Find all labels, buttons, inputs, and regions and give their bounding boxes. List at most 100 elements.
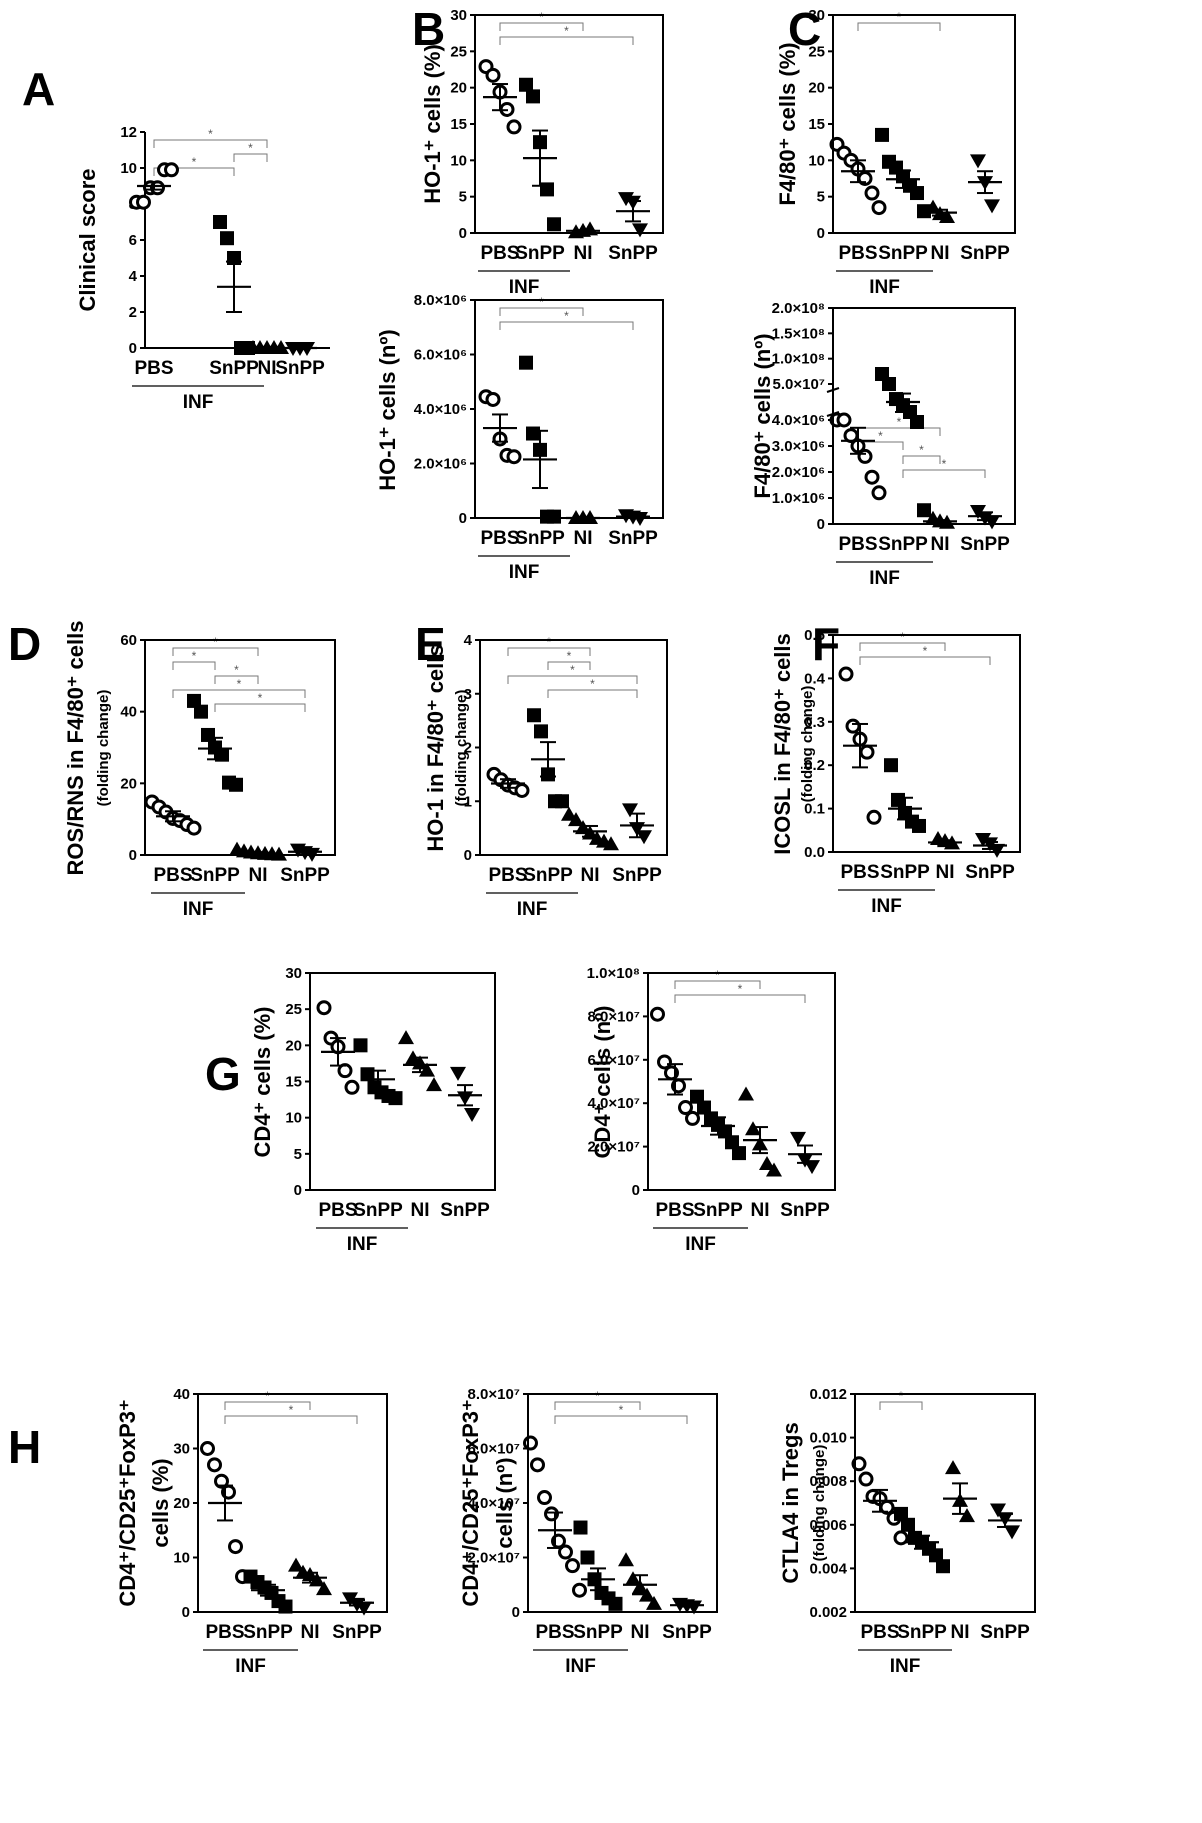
data-point bbox=[534, 724, 548, 739]
data-point bbox=[871, 200, 887, 216]
significance-bracket bbox=[547, 689, 638, 698]
y-tick-label: 2 bbox=[129, 304, 137, 321]
inf-group-label: INF bbox=[509, 277, 540, 298]
data-point bbox=[738, 1086, 754, 1101]
y-tick-label: 3 bbox=[464, 686, 472, 703]
significance-bracket bbox=[859, 642, 946, 651]
data-point bbox=[894, 1506, 908, 1521]
y-tick-label: 1.5×10⁸ bbox=[772, 325, 825, 342]
y-tick-label: 0 bbox=[464, 847, 472, 864]
x-category-label: PBS bbox=[655, 1200, 694, 1221]
x-category-label: SnPP bbox=[965, 862, 1015, 883]
significance-bracket bbox=[507, 647, 591, 656]
data-point bbox=[745, 1121, 761, 1136]
significance-star: * bbox=[564, 24, 569, 38]
x-category-label: SnPP bbox=[693, 1200, 743, 1221]
data-point bbox=[187, 693, 201, 708]
x-category-label: SnPP bbox=[608, 528, 658, 549]
data-point bbox=[864, 469, 880, 485]
y-tick-label: 8.0×10⁶ bbox=[414, 292, 467, 309]
data-point bbox=[845, 718, 861, 734]
y-tick-label: 1.0×10⁸ bbox=[587, 965, 640, 982]
data-point bbox=[608, 1596, 623, 1611]
data-point bbox=[650, 1006, 665, 1022]
x-category-label: NI bbox=[751, 1200, 770, 1221]
y-tick-label: 0 bbox=[129, 847, 137, 864]
y-tick-label: 0.1 bbox=[804, 801, 825, 818]
data-point bbox=[186, 820, 202, 836]
significance-star: * bbox=[564, 309, 569, 323]
y-tick-label: 30 bbox=[808, 7, 825, 24]
plot-frame bbox=[832, 634, 1021, 853]
data-point bbox=[725, 1135, 739, 1150]
data-point bbox=[678, 1100, 693, 1116]
y-tick-label: 1 bbox=[464, 793, 472, 810]
data-point bbox=[759, 1155, 775, 1170]
x-category-label: SnPP bbox=[897, 1622, 947, 1643]
significance-star: * bbox=[248, 141, 253, 155]
data-point bbox=[912, 818, 926, 833]
data-point bbox=[871, 485, 887, 501]
data-point bbox=[530, 1457, 545, 1473]
y-tick-label: 8.0×10⁷ bbox=[588, 1008, 641, 1025]
data-point bbox=[229, 777, 243, 792]
significance-bracket bbox=[224, 1415, 358, 1424]
plot-frame bbox=[854, 1393, 1036, 1613]
y-tick-label: 2.0×10⁷ bbox=[588, 1139, 641, 1156]
data-point bbox=[388, 1091, 403, 1106]
y-tick-label: 2 bbox=[464, 740, 472, 757]
y-tick-label: 0 bbox=[817, 516, 825, 533]
y-tick-label: 6.0×10⁶ bbox=[414, 347, 467, 364]
plot-frame bbox=[832, 14, 1016, 234]
significance-star: * bbox=[595, 1389, 600, 1403]
significance-star: * bbox=[590, 677, 595, 691]
data-point bbox=[893, 1530, 909, 1546]
x-category-label: SnPP bbox=[440, 1200, 490, 1221]
y-tick-label: 0.4 bbox=[804, 670, 826, 687]
y-tick-label: 0 bbox=[459, 225, 467, 242]
significance-star: * bbox=[265, 1389, 270, 1403]
y-tick-label: 10 bbox=[808, 152, 825, 169]
y-tick-label: 0 bbox=[632, 1182, 640, 1199]
significance-bracket bbox=[153, 167, 235, 176]
significance-bracket bbox=[547, 661, 591, 670]
data-point bbox=[220, 231, 234, 246]
chart-f: 0.0 0.1 0.2 0.3 0.4 0.5 ICOSL in F4/80⁺ cells(… bbox=[770, 627, 1021, 917]
significance-bracket bbox=[674, 994, 806, 1003]
plot-frame bbox=[474, 14, 664, 234]
x-category-label: PBS bbox=[153, 865, 192, 886]
data-point bbox=[984, 199, 1000, 214]
plot-frame bbox=[197, 1393, 388, 1613]
y-tick-label: 12 bbox=[120, 124, 137, 141]
y-axis-label: CD4⁺ cells (nº) bbox=[590, 1006, 615, 1159]
data-point bbox=[288, 1557, 304, 1572]
significance-bracket bbox=[902, 455, 941, 464]
y-tick-label: 60 bbox=[120, 632, 137, 649]
panel-labels: A B C D E F G H bbox=[8, 3, 840, 1473]
x-category-label: NI bbox=[931, 534, 950, 555]
y-tick-label: 4.0×10⁶ bbox=[772, 412, 825, 429]
plot-frame bbox=[144, 639, 336, 856]
x-category-label: SnPP bbox=[612, 865, 662, 886]
significance-star: * bbox=[192, 155, 197, 169]
data-point bbox=[975, 832, 991, 847]
data-point bbox=[901, 1517, 915, 1532]
x-category-label: SnPP bbox=[780, 1200, 830, 1221]
x-category-label: NI bbox=[411, 1200, 430, 1221]
data-point bbox=[519, 355, 533, 370]
data-point bbox=[568, 812, 584, 827]
data-point bbox=[565, 1558, 580, 1574]
y-tick-label: 10 bbox=[120, 160, 137, 177]
y-tick-label: 10 bbox=[285, 1110, 302, 1127]
inf-group-label: INF bbox=[685, 1234, 716, 1255]
significance-star: * bbox=[192, 649, 197, 663]
chart-g2: 0 2.0×10⁷ 4.0×10⁷ 6.0×10⁷ 8.0×10⁷ 1.0×10⁸ CD4⁺… bbox=[587, 965, 836, 1255]
y-tick-label: 10 bbox=[450, 152, 467, 169]
y-tick-label: 0 bbox=[294, 1182, 302, 1199]
data-point bbox=[989, 843, 1005, 858]
data-point bbox=[790, 1131, 806, 1146]
y-tick-label: 0.006 bbox=[809, 1517, 847, 1534]
y-tick-label: 0 bbox=[182, 1604, 190, 1621]
